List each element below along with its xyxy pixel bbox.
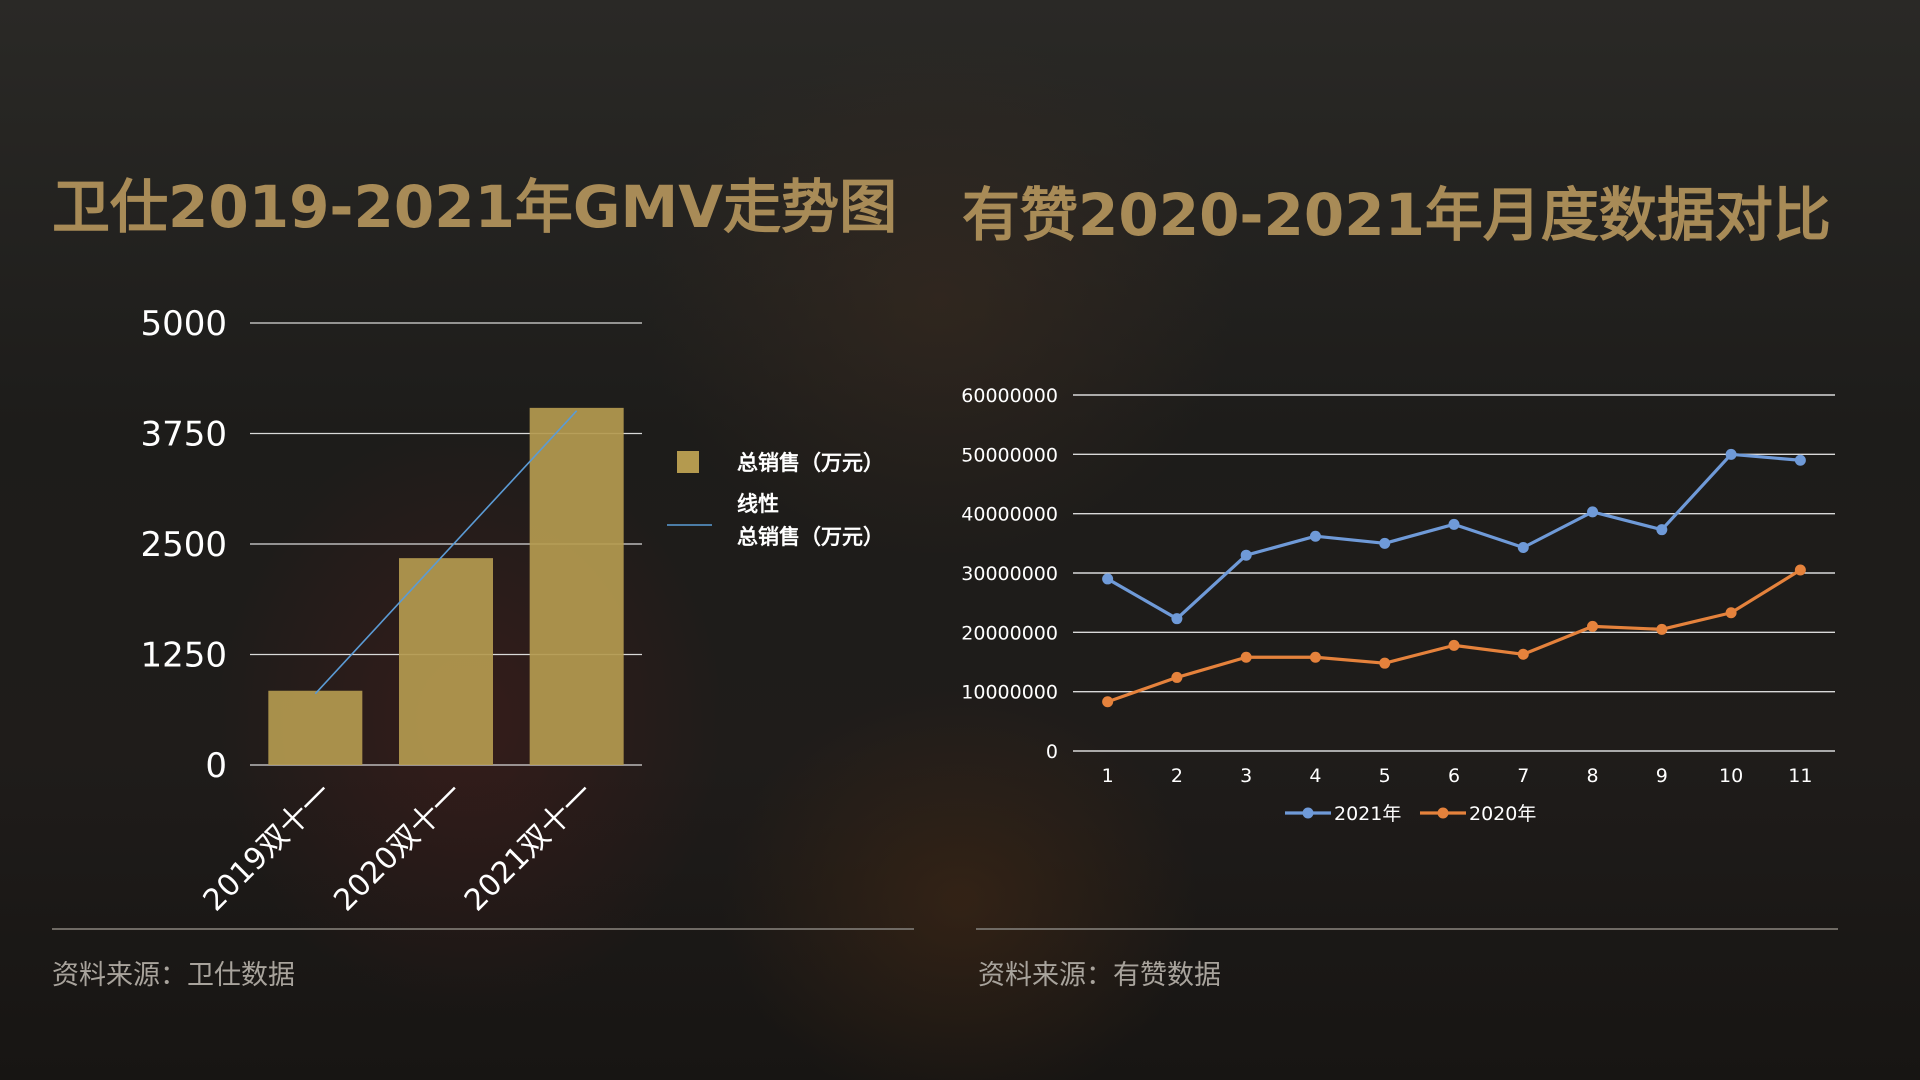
bar-1 (399, 558, 493, 765)
left-chart-title: 卫仕2019-2021年GMV走势图 (52, 173, 898, 241)
series-0-point-0 (1102, 573, 1114, 585)
series-0-point-3 (1309, 530, 1321, 542)
line-xtick-2: 3 (1240, 765, 1252, 787)
right-chart-title: 有赞2020-2021年月度数据对比 (962, 181, 1831, 249)
line-xtick-10: 11 (1788, 765, 1812, 787)
line-ytick-1: 10000000 (961, 682, 1058, 704)
series-0-point-7 (1587, 506, 1599, 518)
bar-0 (268, 690, 363, 765)
right-divider (976, 928, 1838, 930)
series-1-point-3 (1309, 651, 1321, 663)
legend-bar-label: 总销售（万元） (737, 451, 884, 475)
legend-series-1-label: 2020年 (1469, 803, 1536, 825)
series-1-point-0 (1102, 696, 1114, 708)
line-xtick-5: 6 (1448, 765, 1460, 787)
series-1-point-7 (1587, 620, 1599, 632)
legend-series-0-swatch-dot (1302, 807, 1314, 819)
series-1-point-1 (1171, 671, 1183, 683)
series-0-point-8 (1656, 524, 1668, 536)
line-ytick-5: 50000000 (961, 444, 1058, 466)
bar-ytick-0: 0 (205, 746, 227, 786)
bar-ytick-4: 5000 (140, 304, 227, 344)
series-0-point-5 (1448, 518, 1460, 530)
line-ytick-2: 20000000 (961, 622, 1058, 644)
right-source-note: 资料来源：有赞数据 (978, 960, 1221, 991)
line-ytick-0: 0 (1046, 741, 1058, 763)
legend-series-1-swatch-dot (1437, 807, 1449, 819)
bar-xtick-0: 2019双十一 (197, 776, 339, 918)
legend-trend-label-2: 总销售（万元） (737, 525, 884, 549)
series-1-point-4 (1379, 657, 1391, 669)
legend-trend-label-1: 线性 (737, 492, 779, 516)
trend-line (314, 410, 578, 695)
line-ytick-4: 40000000 (961, 504, 1058, 526)
bar-ytick-2: 2500 (140, 525, 227, 565)
bar-2 (529, 407, 624, 765)
bar-ytick-3: 3750 (140, 415, 227, 455)
legend-series-0-label: 2021年 (1334, 803, 1401, 825)
series-1-point-8 (1656, 623, 1668, 635)
line-xtick-1: 2 (1171, 765, 1183, 787)
line-xtick-0: 1 (1102, 765, 1114, 787)
line-xtick-7: 8 (1586, 765, 1598, 787)
series-1-line (1107, 568, 1802, 704)
line-xtick-8: 9 (1656, 765, 1668, 787)
line-xtick-3: 4 (1309, 765, 1321, 787)
bar-ytick-1: 1250 (140, 636, 227, 676)
series-0-point-10 (1794, 454, 1806, 466)
series-0-point-6 (1517, 541, 1529, 553)
series-1-point-9 (1725, 607, 1737, 619)
series-1-point-6 (1517, 648, 1529, 660)
legend-bar-swatch (677, 451, 699, 473)
series-0-point-9 (1725, 448, 1737, 460)
bar-xtick-2: 2021双十一 (458, 776, 600, 918)
bar-xtick-1: 2020双十一 (327, 776, 469, 918)
series-0-point-2 (1240, 549, 1252, 561)
series-0-point-4 (1379, 537, 1391, 549)
line-xtick-9: 10 (1719, 765, 1743, 787)
left-source-note: 资料来源：卫仕数据 (52, 960, 295, 991)
series-0-point-1 (1171, 613, 1183, 625)
left-divider (52, 928, 914, 930)
series-1-point-10 (1794, 564, 1806, 576)
line-ytick-6: 60000000 (961, 385, 1058, 407)
line-ytick-3: 30000000 (961, 563, 1058, 585)
line-xtick-4: 5 (1379, 765, 1391, 787)
line-xtick-6: 7 (1517, 765, 1529, 787)
series-1-point-2 (1240, 651, 1252, 663)
series-1-point-5 (1448, 639, 1460, 651)
series-0-line (1106, 452, 1801, 621)
